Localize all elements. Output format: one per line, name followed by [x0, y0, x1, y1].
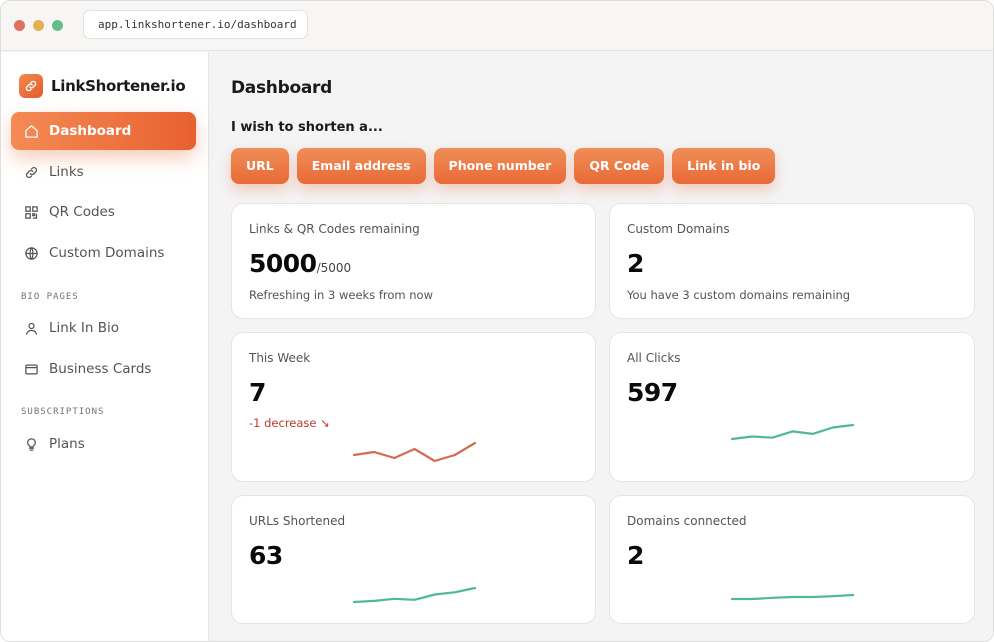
- trend-line: [730, 423, 855, 441]
- trend-line: [730, 593, 855, 601]
- shorten-email-button[interactable]: Email address: [296, 148, 426, 184]
- sidebar-item-business-cards[interactable]: Business Cards: [11, 350, 196, 388]
- card-value: 597: [627, 378, 678, 407]
- user-icon: [23, 320, 39, 336]
- custom-domains-card: Custom Domains 2 You have 3 custom domai…: [609, 203, 975, 319]
- remaining-total: /5000: [316, 261, 352, 275]
- sidebar-item-label: Dashboard: [49, 123, 132, 139]
- home-icon: [23, 123, 39, 139]
- sidebar-item-custom-domains[interactable]: Custom Domains: [11, 234, 196, 272]
- sidebar-item-label: Links: [49, 164, 84, 180]
- card-icon: [23, 361, 39, 377]
- shorten-qr-code-button[interactable]: QR Code: [574, 148, 665, 184]
- card-label: This Week: [249, 351, 311, 365]
- sidebar-item-label: Plans: [49, 436, 85, 452]
- sidebar-item-label: Business Cards: [49, 361, 152, 377]
- all-clicks-card: All Clicks 597: [609, 332, 975, 482]
- sidebar-item-label: QR Codes: [49, 204, 115, 220]
- sidebar-item-qr-codes[interactable]: QR Codes: [11, 193, 196, 231]
- urls-shortened-card: URLs Shortened 63: [231, 495, 596, 624]
- browser-titlebar: app.linkshortener.io/dashboard: [1, 1, 993, 51]
- domains-connected-card: Domains connected 2: [609, 495, 975, 624]
- card-label: URLs Shortened: [249, 514, 346, 528]
- link-icon: [23, 164, 39, 180]
- remaining-count: 5000: [249, 249, 317, 278]
- card-label: Domains connected: [627, 514, 747, 528]
- shorten-url-button[interactable]: URL: [231, 148, 289, 184]
- shorten-phone-button[interactable]: Phone number: [433, 148, 567, 184]
- trend-line: [352, 586, 477, 604]
- shorten-options: URL Email address Phone number QR Code L…: [231, 148, 776, 184]
- sidebar-item-label: Custom Domains: [49, 245, 165, 261]
- link-icon: [19, 74, 43, 98]
- card-value: 7: [249, 378, 266, 407]
- section-label-bio-pages: BIO PAGES: [21, 292, 79, 302]
- this-week-sparkline: [352, 441, 477, 463]
- minimize-window-button[interactable]: [33, 20, 44, 31]
- qr-code-icon: [23, 204, 39, 220]
- sidebar-item-plans[interactable]: Plans: [11, 425, 196, 463]
- lightbulb-icon: [23, 436, 39, 452]
- sidebar: LinkShortener.io Dashboard Links QR Code…: [1, 52, 209, 641]
- section-label-subscriptions: SUBSCRIPTIONS: [21, 407, 105, 417]
- card-value: 63: [249, 541, 283, 570]
- card-value: 5000/5000: [249, 249, 351, 278]
- shorten-prompt: I wish to shorten a...: [231, 120, 383, 135]
- sidebar-item-dashboard[interactable]: Dashboard: [11, 112, 196, 150]
- trend-line: [352, 441, 477, 463]
- card-value: 2: [627, 249, 644, 278]
- shorten-link-in-bio-button[interactable]: Link in bio: [672, 148, 776, 184]
- card-value: 2: [627, 541, 644, 570]
- main-content: Dashboard I wish to shorten a... URL Ema…: [210, 52, 993, 641]
- remaining-card: Links & QR Codes remaining 5000/5000 Ref…: [231, 203, 596, 319]
- urls-shortened-sparkline: [352, 586, 477, 604]
- card-label: Links & QR Codes remaining: [249, 222, 420, 236]
- trend-decrease-label: -1 decrease ↘: [249, 416, 330, 430]
- globe-icon: [23, 245, 39, 261]
- maximize-window-button[interactable]: [52, 20, 63, 31]
- page-title: Dashboard: [231, 78, 332, 98]
- this-week-card: This Week 7 -1 decrease ↘: [231, 332, 596, 482]
- card-note: You have 3 custom domains remaining: [627, 288, 851, 302]
- close-window-button[interactable]: [14, 20, 25, 31]
- domains-connected-sparkline: [730, 593, 855, 601]
- all-clicks-sparkline: [730, 423, 855, 441]
- card-note: Refreshing in 3 weeks from now: [249, 288, 433, 302]
- address-bar[interactable]: app.linkshortener.io/dashboard: [83, 10, 308, 39]
- sidebar-item-links[interactable]: Links: [11, 153, 196, 191]
- brand-name: LinkShortener.io: [51, 77, 186, 95]
- brand[interactable]: LinkShortener.io: [19, 74, 186, 98]
- sidebar-item-link-in-bio[interactable]: Link In Bio: [11, 309, 196, 347]
- card-label: Custom Domains: [627, 222, 730, 236]
- card-label: All Clicks: [627, 351, 681, 365]
- sidebar-item-label: Link In Bio: [49, 320, 120, 336]
